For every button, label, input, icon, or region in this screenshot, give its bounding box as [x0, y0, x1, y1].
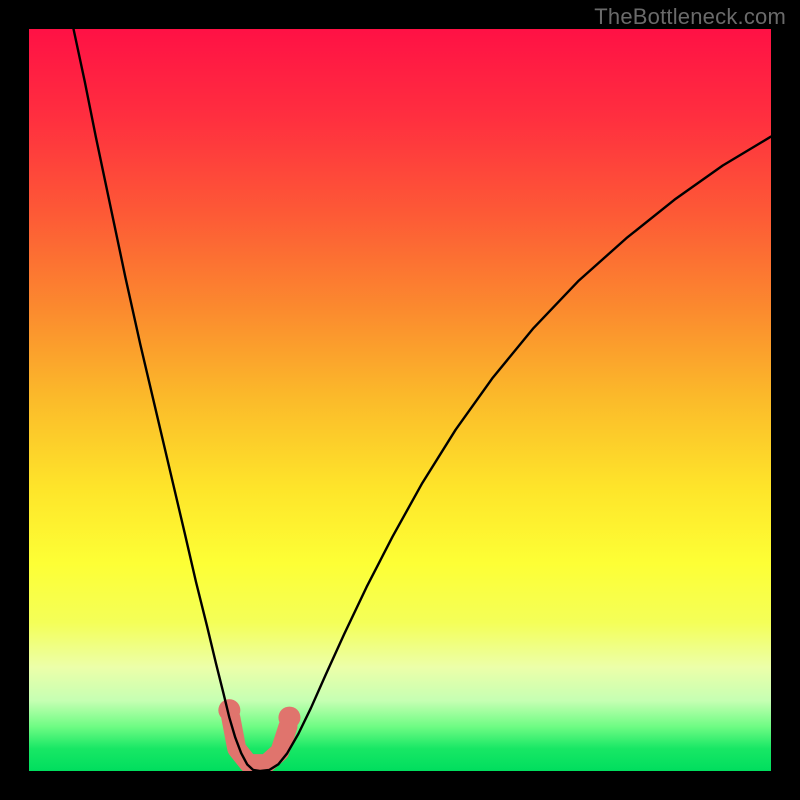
plot-area: [29, 29, 771, 771]
bottleneck-curve-chart: [29, 29, 771, 771]
gradient-background: [29, 29, 771, 771]
chart-frame: TheBottleneck.com: [0, 0, 800, 800]
watermark-text: TheBottleneck.com: [594, 4, 786, 30]
